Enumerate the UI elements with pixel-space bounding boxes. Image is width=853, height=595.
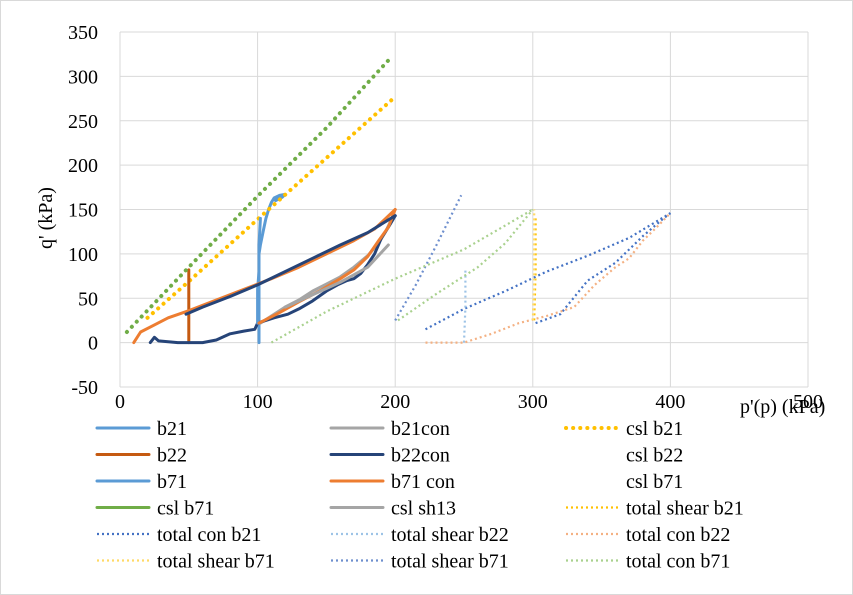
legend-label: csl b22 xyxy=(626,445,683,467)
legend-item: csl b21 xyxy=(564,418,683,440)
legend-item: csl b71 xyxy=(95,498,214,520)
legend-label: total con b21 xyxy=(157,524,261,546)
y-axis-label: q' (kPa) xyxy=(35,187,57,249)
tick-labels: -50 0 50 100 150 200 250 300 350 0 100 200 300 400 500 xyxy=(68,22,823,413)
legend-label: total shear b71 xyxy=(391,551,509,573)
legend-item: csl sh13 xyxy=(329,498,456,520)
legend-item: total con b21 xyxy=(97,524,261,546)
legend-label: b22 xyxy=(157,445,187,467)
y-tick-label: 250 xyxy=(68,111,98,133)
legend-item: b21 xyxy=(95,418,187,440)
series-line-b71 xyxy=(256,216,262,325)
legend-item: total con b71 xyxy=(566,551,730,573)
legend: b21 b21con csl b21 b22 b22con csl b22 b71 b71 c… xyxy=(95,418,744,573)
legend-item: b71 xyxy=(95,471,187,493)
y-tick-label: 150 xyxy=(68,200,98,222)
legend-item: total shear b22 xyxy=(331,524,509,546)
legend-label: csl b71 xyxy=(157,498,214,520)
x-tick-label: 500 xyxy=(793,391,823,413)
series-line-b22con xyxy=(148,214,397,345)
series-line-total-con-b71 xyxy=(270,208,534,344)
series-layer xyxy=(124,58,672,345)
y-tick-label: 300 xyxy=(68,66,98,88)
legend-label: csl b21 xyxy=(626,418,683,440)
legend-item: total shear b71 xyxy=(331,551,509,573)
legend-item: b22con xyxy=(329,445,450,467)
y-tick-label: -50 xyxy=(71,377,98,399)
legend-item: total con b22 xyxy=(566,524,730,546)
y-tick-label: 50 xyxy=(78,288,98,310)
legend-item: b21con xyxy=(329,418,450,440)
legend-item: b71 con xyxy=(329,471,455,493)
legend-label: total con b22 xyxy=(626,524,730,546)
series-line-csl-b21 xyxy=(145,94,398,320)
series-line-b22con xyxy=(184,214,397,316)
y-tick-label: 350 xyxy=(68,22,98,44)
legend-label: total shear b71 xyxy=(157,551,275,573)
x-tick-label: 200 xyxy=(380,391,410,413)
y-tick-label: 0 xyxy=(88,333,98,355)
y-tick-label: 100 xyxy=(68,244,98,266)
legend-item: total shear b21 xyxy=(566,498,744,520)
legend-item: total shear b71 xyxy=(97,551,275,573)
legend-label: b22con xyxy=(391,445,450,467)
series-line-total-shear-b21 xyxy=(533,216,537,321)
legend-item: csl b71 xyxy=(626,471,683,493)
series-line-total-con-b21 xyxy=(535,212,672,325)
x-tick-label: 0 xyxy=(115,391,125,413)
x-tick-label: 100 xyxy=(243,391,273,413)
legend-label: b71 xyxy=(157,471,187,493)
gridlines xyxy=(119,31,809,388)
legend-label: b21 xyxy=(157,418,187,440)
series-line-total-shear-b22 xyxy=(462,269,467,343)
legend-label: b21con xyxy=(391,418,450,440)
legend-label: total shear b22 xyxy=(391,524,509,546)
series-line-total-con-b22 xyxy=(425,212,672,344)
series-line-total-con-b71 xyxy=(397,208,534,322)
legend-label: b71 con xyxy=(391,471,455,493)
series-line-total-shear-b71 xyxy=(394,194,463,321)
legend-label: csl b71 xyxy=(626,471,683,493)
y-tick-label: 200 xyxy=(68,155,98,177)
legend-item: csl b22 xyxy=(626,445,683,467)
legend-label: csl sh13 xyxy=(391,498,456,520)
x-tick-label: 400 xyxy=(655,391,685,413)
x-tick-label: 300 xyxy=(518,391,548,413)
x-axis-label: p'(p) (kPa) xyxy=(740,396,825,418)
series-line-total-con-b21 xyxy=(424,212,671,331)
legend-item: b22 xyxy=(95,445,187,467)
series-line-csl-sh13 xyxy=(283,243,390,309)
legend-label: total shear b21 xyxy=(626,498,744,520)
legend-label: total con b71 xyxy=(626,551,730,573)
series-line-b71-con xyxy=(257,208,397,325)
